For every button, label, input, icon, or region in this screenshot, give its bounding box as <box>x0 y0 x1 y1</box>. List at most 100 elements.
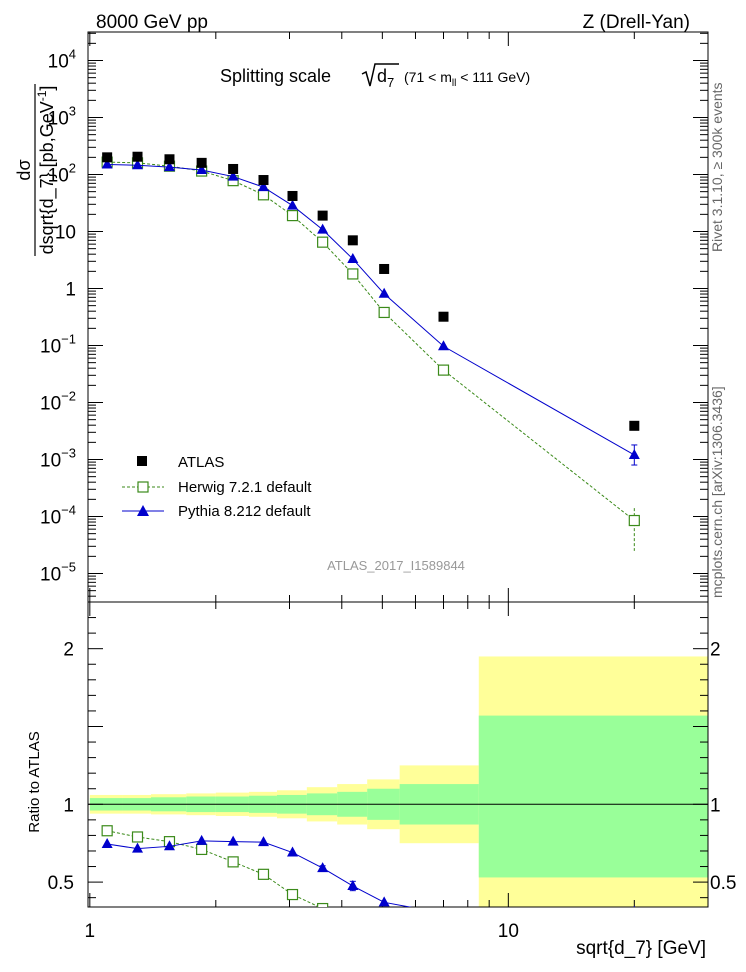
y-tick-label-base: 1 <box>65 280 76 301</box>
pythia-ratio-point <box>163 840 175 851</box>
pythia-ratio-point <box>257 836 269 847</box>
atlas-point <box>102 152 113 163</box>
atlas-point <box>228 163 239 174</box>
legend-marker-herwig <box>137 481 149 493</box>
herwig-point <box>317 236 329 248</box>
x-tick-label: 1 <box>85 921 96 942</box>
y-tick-label: 104 <box>48 47 76 73</box>
chart-title-range: (71 < m <box>404 69 452 85</box>
chart-title-text: Splitting scale <box>220 66 331 86</box>
ratio-tick-label-left: 1 <box>63 795 74 816</box>
pythia-point <box>132 159 144 170</box>
herwig-point <box>437 364 450 376</box>
atlas-point <box>629 420 640 431</box>
ratio-plot-frame <box>87 601 709 908</box>
pythia-ratio-point <box>101 837 113 848</box>
y-tick-label-exponent: 3 <box>69 104 76 119</box>
herwig-ratio-point <box>317 902 329 907</box>
herwig-point <box>257 189 270 201</box>
process-label: Z (Drell-Yan) <box>583 12 690 33</box>
rivet-label: Rivet 3.1.10, ≥ 300k events <box>709 82 725 252</box>
chart-title-subscript: 7 <box>387 75 394 90</box>
y-tick-label: 10 <box>55 223 76 244</box>
chart-title: Splitting scale d7 (71 < mll < 111 GeV) <box>220 63 530 90</box>
pythia-ratio-point <box>347 879 359 890</box>
pythia-ratio-point <box>132 842 144 853</box>
pythia-point <box>101 158 113 169</box>
chart-title-range-post: < 111 GeV) <box>456 69 530 85</box>
pythia-ratio-point <box>438 907 449 917</box>
pythia-ratio-point <box>227 835 239 846</box>
pythia-ratio-point <box>633 905 636 907</box>
x-axis-label: sqrt{d_7} [GeV] <box>576 938 706 959</box>
svg-text:d7: d7 <box>377 66 394 90</box>
y-tick-label-exponent: −4 <box>61 503 76 518</box>
atlas-point <box>196 157 207 168</box>
y-tick-label: 10−5 <box>40 560 76 586</box>
pythia-ratio-point <box>287 846 299 857</box>
legend-label-herwig: Herwig 7.2.1 default <box>178 479 312 496</box>
herwig-point <box>628 514 640 527</box>
legend-label-pythia: Pythia 8.212 default <box>178 503 311 520</box>
y-tick-label: 10−1 <box>40 332 76 358</box>
herwig-point <box>378 306 390 319</box>
ratio-tick-label-left: 2 <box>63 640 74 661</box>
y-tick-label: 10−2 <box>40 389 76 415</box>
svg-text:dσ: dσ <box>14 159 34 180</box>
mcplots-label: mcplots.cern.ch [arXiv:1306.3436] <box>709 386 725 598</box>
y-tick-label-base: 10 <box>40 451 61 472</box>
atlas-point <box>379 263 390 274</box>
legend-entry-atlas: ATLAS <box>137 454 224 471</box>
legend: ATLAS Herwig 7.2.1 default Pythia 8.212 … <box>122 454 312 520</box>
ratio-tick-label-left: 0.5 <box>48 873 74 894</box>
pythia-point <box>378 287 390 298</box>
ratio-tick-label-right: 2 <box>710 640 721 661</box>
pythia-ratio-line <box>107 840 413 907</box>
main-series <box>101 151 640 551</box>
y-tick-label-exponent: −5 <box>61 560 76 575</box>
inner-band-bin <box>478 715 708 878</box>
atlas-point <box>347 235 358 246</box>
pythia-line <box>107 163 635 456</box>
pythia-point <box>227 170 239 181</box>
pythia-point <box>347 252 359 263</box>
svg-text:dsqrt{d_7} [pb,GeV-1]: dsqrt{d_7} [pb,GeV-1] <box>35 86 58 255</box>
y-tick-label: 1 <box>65 280 76 301</box>
analysis-id-label: ATLAS_2017_I1589844 <box>327 558 465 573</box>
pythia-point <box>628 448 640 459</box>
y-tick-label-exponent: 2 <box>69 161 76 176</box>
y-tick-label: 103 <box>48 104 76 130</box>
ratio-series <box>101 825 636 917</box>
y-tick-label-exponent: −2 <box>61 389 76 404</box>
legend-entry-herwig: Herwig 7.2.1 default <box>122 479 312 496</box>
ratio-y-axis-label: Ratio to ATLAS <box>26 731 43 832</box>
y-axis-label-exponent: -1 <box>35 90 49 101</box>
pythia-ratio-point <box>196 834 208 845</box>
pythia-ratio-point <box>378 896 390 907</box>
uncertainty-bands <box>88 656 708 907</box>
atlas-point <box>132 151 143 162</box>
ratio-tick-label-right: 0.5 <box>710 873 736 894</box>
herwig-ratio-point <box>196 843 208 856</box>
herwig-point <box>286 210 299 222</box>
y-tick-label-base: 10 <box>48 109 69 130</box>
atlas-point <box>164 154 175 165</box>
ratio-tick-label-right: 1 <box>710 795 721 816</box>
y-tick-label-base: 10 <box>40 394 61 415</box>
pythia-point <box>163 161 175 172</box>
y-tick-label-base: 10 <box>40 508 61 529</box>
y-axis-label-close: ] <box>37 86 57 91</box>
legend-marker-pythia <box>137 505 149 516</box>
herwig-ratio-point <box>131 831 144 843</box>
svg-text:(71 < mll < 111 GeV): (71 < mll < 111 GeV) <box>404 69 530 89</box>
axis-ticks <box>88 32 709 907</box>
y-tick-label: 102 <box>48 161 76 187</box>
y-axis-label: dσ dsqrt{d_7} [pb,GeV-1] <box>14 84 58 256</box>
y-axis-label-numerator: dσ <box>14 159 34 180</box>
sqrt-symbol <box>361 63 399 87</box>
pythia-point <box>196 163 208 174</box>
herwig-ratio-point <box>286 888 299 901</box>
y-tick-label-base: 10 <box>40 337 61 358</box>
